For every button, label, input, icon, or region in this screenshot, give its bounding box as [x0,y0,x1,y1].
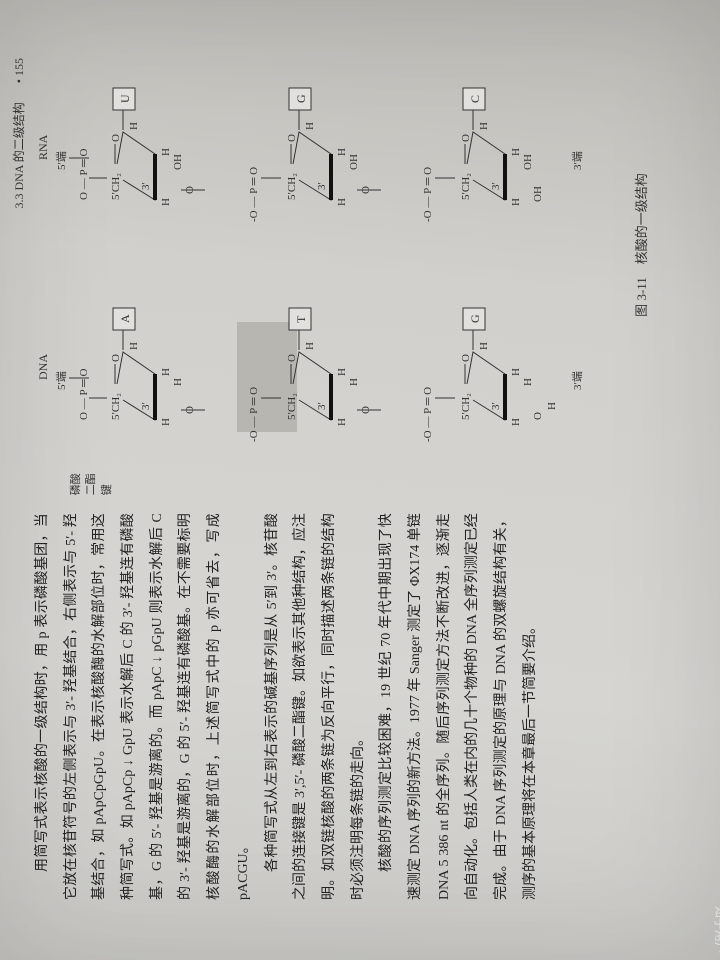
svg-text:O: O [460,134,472,142]
svg-text:3′: 3′ [316,182,328,190]
rna-2prime-2: OH [348,154,360,170]
svg-text:H: H [128,342,140,350]
dna-title: DNA [36,354,50,380]
svg-text:5′CH₂: 5′CH₂ [110,393,122,420]
watermark: 知乎用户 [712,906,720,954]
svg-text:-O — P ═ O: -O — P ═ O [248,387,260,442]
svg-text:H: H [160,148,172,156]
svg-text:H: H [160,418,172,426]
rna-2prime-1: OH [172,154,184,170]
svg-text:3′: 3′ [140,182,152,190]
nucleic-acid-diagram: DNA 5′端 O — P ═ O 5′CH₂ O [29,30,629,460]
rna-base-2: G [294,94,308,103]
dna-5prime: 5′端 [55,371,68,390]
svg-text:H: H [160,368,172,376]
svg-text:5′CH₂: 5′CH₂ [286,173,298,200]
side-label: 磷酸二酯键 [69,472,650,495]
dna-2prime-1: H [172,378,184,386]
svg-text:H: H [128,122,140,130]
svg-text:5′CH₂: 5′CH₂ [460,173,472,200]
svg-text:O: O [460,354,472,362]
svg-text:H: H [336,418,348,426]
svg-text:H: H [478,342,490,350]
rna-title: RNA [36,134,50,160]
svg-text:H: H [510,418,522,426]
svg-text:O — P ═ O: O — P ═ O [78,369,90,420]
paragraph-1: 用简写式表示核酸的一级结构时，用 p 表示磷酸基团，当它放在核苷符号的左侧表示与… [29,513,259,900]
svg-text:3′: 3′ [490,402,502,410]
rna-2prime-3: OH [522,154,534,170]
svg-text:H: H [336,148,348,156]
svg-text:O — P ═ O: O — P ═ O [78,149,90,200]
rna-base-3: C [468,95,482,103]
svg-text:3′: 3′ [490,182,502,190]
body-text: 用简写式表示核酸的一级结构时，用 p 表示磷酸基团，当它放在核苷符号的左侧表示与… [29,513,650,900]
page-number: • 155 [12,58,26,83]
svg-text:H: H [510,148,522,156]
svg-text:H: H [160,198,172,206]
svg-text:5′CH₂: 5′CH₂ [460,393,472,420]
svg-text:-O — P ═ O: -O — P ═ O [248,167,260,222]
svg-text:O: O [110,134,122,142]
svg-text:H: H [546,402,558,410]
paragraph-3: 核酸的序列测定比较困难，19 世纪 70 年代中期出现了快速测定 DNA 序列的… [373,513,545,900]
dna-nuc-1: 5′CH₂ O HH H 3′ H A O [110,308,205,426]
rna-5prime: 5′端 [55,151,68,170]
svg-text:H: H [510,198,522,206]
svg-text:H: H [336,198,348,206]
dna-2prime-2: H [348,378,360,386]
rna-base-1: U [118,94,132,103]
rna-nuc-1: 5′CH₂ O HH H 3′ OH U O [110,88,205,206]
svg-text:H: H [336,368,348,376]
svg-text:5′CH₂: 5′CH₂ [286,393,298,420]
svg-text:3′: 3′ [140,402,152,410]
dna-base-1: A [118,314,132,323]
dna-2prime-3: H [522,378,534,386]
dna-nuc-3: 5′CH₂ O HH H 3′ H G OH [460,308,558,426]
page-header: 3.3 DNA 的二级结构 • 155 [10,30,27,900]
svg-text:O: O [532,412,544,420]
figure-3-11: DNA 5′端 O — P ═ O 5′CH₂ O [29,30,650,460]
svg-text:H: H [304,122,316,130]
paragraph-2: 各种简写式从左到右表示的碱基序列是从 5′到 3′。核苷酸之间的连接键是 3′,… [259,513,374,900]
svg-text:H: H [304,342,316,350]
svg-text:H: H [510,368,522,376]
dna-3prime: 3′端 [571,371,584,390]
figure-caption: 图 3-11 核酸的一级结构 [631,30,650,460]
section-title: 3.3 DNA 的二级结构 [12,102,26,208]
svg-text:O: O [110,354,122,362]
svg-text:O: O [286,354,298,362]
svg-text:-O — P ═ O: -O — P ═ O [422,387,434,442]
rna-3prime: 3′端 [571,151,584,170]
rna-nuc-3: 5′CH₂ O H H H 3′ OH C OH [460,88,544,206]
dna-base-3: G [468,314,482,323]
svg-text:5′CH₂: 5′CH₂ [110,173,122,200]
svg-text:3′: 3′ [316,402,328,410]
rna-nuc-2: 5′CH₂ O HH H 3′ OH G O [286,88,381,206]
svg-text:OH: OH [532,186,544,202]
svg-text:O: O [286,134,298,142]
dna-base-2: T [294,315,308,323]
dna-nuc-2: 5′CH₂ O HH H 3′ H T O [286,308,381,426]
svg-text:H: H [478,122,490,130]
svg-text:-O — P ═ O: -O — P ═ O [422,167,434,222]
